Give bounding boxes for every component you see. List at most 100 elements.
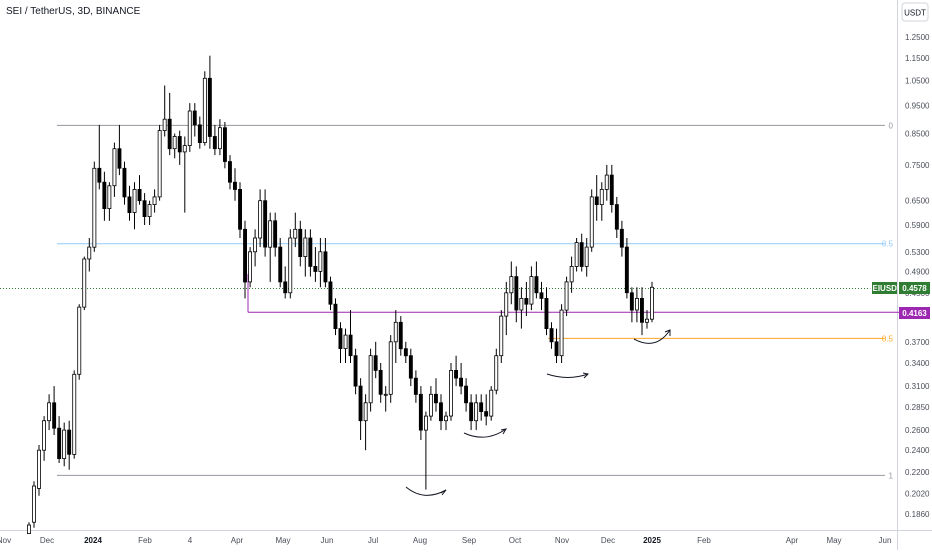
candle — [433, 378, 438, 412]
candle — [87, 238, 92, 272]
candle — [333, 298, 338, 336]
candle — [353, 348, 358, 395]
candle — [293, 212, 298, 248]
curved-arrow-icon — [463, 428, 507, 438]
candle — [323, 238, 328, 288]
candle — [378, 363, 383, 403]
last-price-symbol: SEIUSDT — [867, 284, 902, 293]
time-tick-label: Feb — [697, 536, 711, 545]
candle — [248, 247, 252, 288]
marked-level-badge: 0.4163 — [899, 307, 930, 319]
price-tick-label: 0.9500 — [905, 102, 930, 111]
candle — [167, 92, 172, 156]
candle — [614, 196, 619, 238]
price-tick-label: 0.5300 — [905, 248, 930, 257]
candle — [484, 394, 489, 426]
candle — [428, 386, 433, 421]
candle — [524, 281, 529, 317]
time-tick-label: Apr — [786, 536, 799, 545]
candle — [574, 238, 579, 272]
candle — [569, 256, 574, 293]
candle — [564, 276, 569, 317]
candle — [403, 341, 408, 363]
time-tick-label: Aug — [413, 536, 427, 545]
time-tick-label: May — [826, 536, 841, 545]
price-tick-label: 0.7500 — [905, 161, 930, 170]
candle — [479, 394, 484, 421]
candle — [358, 378, 363, 440]
candle — [67, 420, 72, 470]
candle — [504, 281, 509, 336]
time-tick-label: May — [275, 536, 290, 545]
currency-button[interactable]: USDT — [901, 2, 929, 22]
candle — [117, 124, 122, 176]
candle — [554, 328, 559, 363]
candle — [629, 287, 634, 323]
price-tick-label: 0.2850 — [905, 403, 930, 412]
time-tick-label: Jun — [321, 536, 334, 545]
candle — [192, 103, 197, 137]
candle — [72, 370, 77, 459]
candle — [464, 378, 468, 412]
price-tick-label: 0.8500 — [905, 130, 930, 139]
candle — [182, 136, 187, 213]
candle — [122, 161, 127, 205]
candle — [645, 310, 649, 329]
candle — [298, 220, 303, 267]
price-tick-label: 1.0500 — [905, 77, 930, 86]
fib-level-label: 0 — [889, 121, 894, 130]
candle — [559, 304, 564, 363]
price-tick-label: 0.2400 — [905, 446, 930, 455]
chart-title: SEI / TetherUS, 3D, BINANCE — [6, 6, 141, 17]
candle — [544, 287, 549, 336]
candle — [42, 416, 46, 461]
fib-level-label: 0.5 — [882, 240, 894, 249]
candle — [52, 386, 57, 435]
candle — [152, 189, 157, 213]
candle — [534, 261, 539, 299]
candle — [127, 185, 132, 221]
candle — [253, 229, 257, 267]
candle — [444, 411, 448, 431]
candle — [132, 182, 137, 230]
price-tick-label: 0.3400 — [905, 359, 930, 368]
candle — [137, 175, 142, 205]
price-tick-label: 0.3100 — [905, 382, 930, 391]
candle — [177, 130, 182, 165]
candle — [263, 189, 268, 257]
candle — [635, 287, 639, 323]
time-tick-label: Oct — [509, 536, 522, 545]
candle — [640, 287, 644, 336]
candle — [37, 445, 41, 496]
price-tick-label: 1.1500 — [905, 54, 930, 63]
candle — [494, 348, 499, 395]
price-tick-label: 1.2500 — [905, 33, 930, 42]
candle — [368, 348, 373, 412]
curved-arrow-icon — [500, 428, 508, 435]
time-tick-label: Jul — [368, 536, 378, 545]
last-price-badge: SEIUSDT 0.4578 — [867, 282, 930, 294]
time-tick-label: Sep — [462, 536, 477, 545]
candle — [273, 212, 278, 257]
candle — [207, 55, 212, 149]
candle — [398, 316, 403, 356]
price-tick-label: 0.6500 — [905, 197, 930, 206]
candle — [308, 229, 313, 277]
candle — [172, 133, 177, 159]
price-tick-label: 0.2600 — [905, 426, 930, 435]
fib-level-label: 0.5 — [882, 334, 894, 343]
candle — [599, 182, 604, 221]
candle — [509, 261, 514, 305]
candle — [288, 229, 293, 299]
candle — [57, 416, 62, 463]
candle — [268, 212, 273, 282]
candle — [474, 394, 479, 431]
candle — [609, 164, 614, 213]
candle — [589, 189, 594, 252]
price-tick-label: 0.2020 — [905, 489, 930, 498]
candle — [438, 394, 443, 431]
candle — [197, 116, 202, 149]
price-tick-label: 0.3700 — [905, 338, 930, 347]
fib-level-label: 1 — [889, 471, 894, 480]
